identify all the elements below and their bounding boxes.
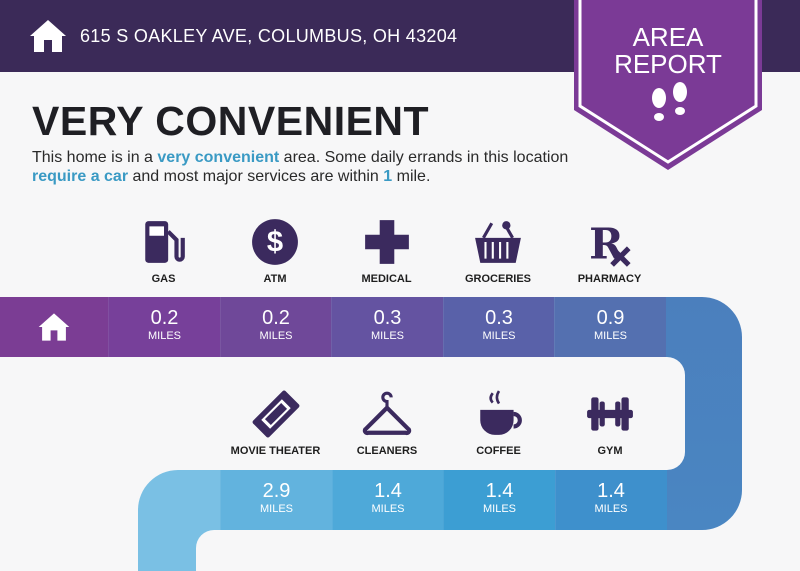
distance-value: 0.9 bbox=[596, 307, 625, 329]
amenity-label: MEDICAL bbox=[361, 273, 412, 285]
badge-title: AREA REPORT bbox=[574, 24, 762, 78]
amenity-label: ATM bbox=[263, 273, 287, 285]
distance-value: 1.4 bbox=[374, 480, 402, 502]
distance-cell: 0.3 MILES bbox=[331, 297, 443, 357]
distance-unit: MILES bbox=[482, 330, 516, 342]
distance-cell: 2.9 MILES bbox=[220, 470, 332, 530]
distance-cell: 0.9 MILES bbox=[554, 297, 666, 357]
hanger-icon bbox=[362, 391, 412, 436]
distance-cell: 1.4 MILES bbox=[554, 470, 667, 530]
home-icon bbox=[30, 20, 66, 52]
distance-value: 0.2 bbox=[150, 307, 179, 329]
footprints-icon bbox=[652, 82, 687, 121]
path-gap-bottom bbox=[196, 530, 800, 571]
distance-unit: MILES bbox=[482, 503, 516, 515]
distance-unit: MILES bbox=[259, 503, 293, 515]
distance-value: 1.4 bbox=[597, 480, 625, 502]
address: 615 S OAKLEY AVE, COLUMBUS, OH 43204 bbox=[80, 26, 458, 46]
amenity-label: COFFEE bbox=[476, 445, 521, 457]
area-report-badge bbox=[574, 0, 762, 170]
path-gap bbox=[0, 357, 685, 470]
svg-text:$: $ bbox=[267, 226, 283, 258]
rx-icon: R bbox=[589, 220, 631, 267]
amenity-groceries: GROCERIES bbox=[443, 217, 554, 285]
amenity-medical: MEDICAL bbox=[331, 217, 442, 285]
gas-pump-icon bbox=[144, 221, 185, 263]
page-title: VERY CONVENIENT bbox=[32, 98, 430, 144]
grocery-basket-icon bbox=[475, 221, 521, 263]
distance-unit: MILES bbox=[593, 330, 627, 342]
amenity-movie-theater: MOVIE THEATER bbox=[220, 389, 331, 457]
home-cell bbox=[0, 297, 108, 357]
dollar-icon: $ bbox=[252, 219, 298, 265]
distance-value: 1.4 bbox=[485, 480, 514, 502]
amenity-gas: GAS bbox=[108, 217, 219, 285]
distance-unit: MILES bbox=[259, 330, 293, 342]
distance-value: 0.3 bbox=[373, 307, 402, 329]
description: This home is in a very convenient area. … bbox=[32, 149, 569, 185]
amenity-label: CLEANERS bbox=[356, 445, 418, 457]
distance-unit: MILES bbox=[370, 330, 404, 342]
distance-cell: 1.4 MILES bbox=[443, 470, 555, 530]
amenity-coffee: COFFEE bbox=[443, 389, 554, 457]
coffee-cup-icon bbox=[479, 390, 522, 435]
amenity-label: GROCERIES bbox=[464, 273, 531, 285]
distance-cell: 0.2 MILES bbox=[108, 297, 220, 357]
distance-cell: 1.4 MILES bbox=[331, 470, 444, 530]
home-icon bbox=[38, 313, 70, 341]
amenity-label: PHARMACY bbox=[577, 273, 642, 285]
amenity-cleaners: CLEANERS bbox=[332, 389, 443, 457]
distance-cell: 0.3 MILES bbox=[442, 297, 555, 357]
amenity-label: MOVIE THEATER bbox=[230, 445, 321, 457]
distance-unit: MILES bbox=[147, 330, 181, 342]
distance-value: 0.3 bbox=[485, 307, 513, 329]
distance-cell: 0.2 MILES bbox=[219, 297, 332, 357]
amenity-pharmacy: R PHARMACY bbox=[554, 217, 665, 285]
badge-line1: AREA bbox=[632, 22, 704, 52]
amenity-label: GYM bbox=[597, 445, 623, 457]
dumbbell-icon bbox=[587, 397, 633, 431]
distance-value: 0.2 bbox=[262, 307, 290, 329]
distance-unit: MILES bbox=[371, 503, 405, 515]
distance-value: 2.9 bbox=[262, 480, 291, 502]
distance-unit: MILES bbox=[594, 503, 628, 515]
amenity-gym: GYM bbox=[555, 389, 666, 457]
ticket-icon bbox=[252, 390, 299, 438]
amenity-atm: $ ATM bbox=[220, 217, 331, 285]
badge-line2: REPORT bbox=[614, 49, 722, 79]
medical-cross-icon bbox=[364, 220, 409, 264]
amenity-label: GAS bbox=[151, 273, 176, 285]
